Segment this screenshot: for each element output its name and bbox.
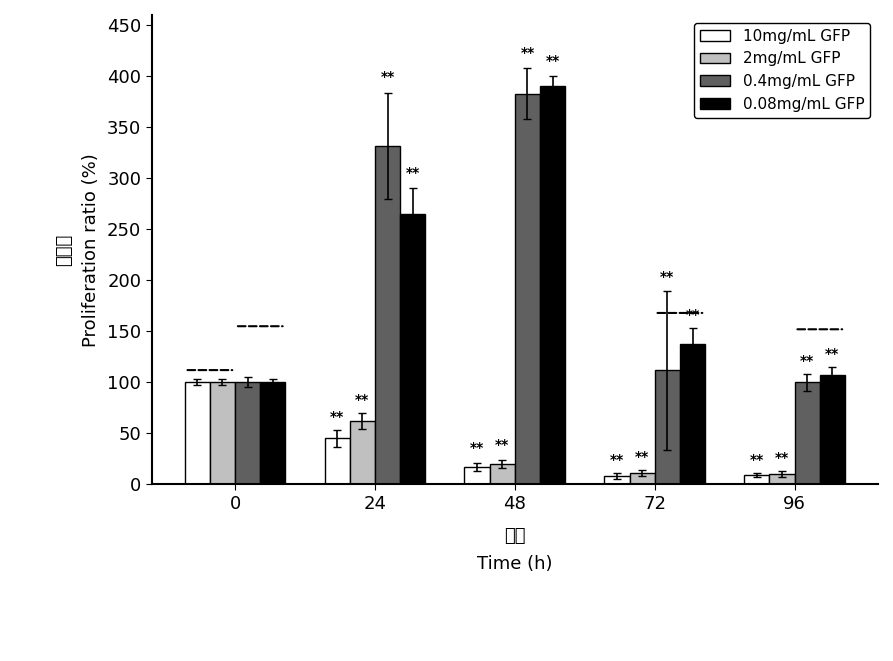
Bar xyxy=(489,464,515,485)
Text: **: ** xyxy=(686,308,699,322)
Bar xyxy=(350,421,375,485)
Bar xyxy=(605,476,630,485)
Text: **: ** xyxy=(330,410,345,424)
Bar xyxy=(260,382,286,485)
Text: 时间: 时间 xyxy=(505,527,526,545)
Bar xyxy=(185,382,210,485)
Text: **: ** xyxy=(800,354,814,368)
Bar xyxy=(630,473,655,485)
Bar xyxy=(680,344,705,485)
Text: **: ** xyxy=(521,46,535,60)
Bar xyxy=(770,474,795,485)
Legend: 10mg/mL GFP, 2mg/mL GFP, 0.4mg/mL GFP, 0.08mg/mL GFP: 10mg/mL GFP, 2mg/mL GFP, 0.4mg/mL GFP, 0… xyxy=(694,22,871,118)
Bar xyxy=(324,438,350,485)
Bar xyxy=(375,145,400,485)
Bar xyxy=(744,475,770,485)
Text: **: ** xyxy=(546,54,560,68)
Text: **: ** xyxy=(610,453,624,467)
Bar xyxy=(515,94,540,485)
Bar xyxy=(464,467,489,485)
Text: **: ** xyxy=(355,393,370,407)
Bar xyxy=(235,382,260,485)
Bar xyxy=(820,375,845,485)
Text: 增殖率: 增殖率 xyxy=(55,233,73,266)
Text: **: ** xyxy=(775,451,789,465)
Text: Time (h): Time (h) xyxy=(477,555,553,573)
Text: **: ** xyxy=(380,70,395,85)
Text: **: ** xyxy=(750,453,764,467)
Bar xyxy=(210,382,235,485)
Bar xyxy=(540,87,565,485)
Text: **: ** xyxy=(635,450,649,464)
Bar xyxy=(655,370,680,485)
Text: **: ** xyxy=(405,167,420,180)
Text: **: ** xyxy=(825,347,839,361)
Text: **: ** xyxy=(660,270,674,284)
Bar xyxy=(400,214,425,485)
Text: **: ** xyxy=(495,438,509,451)
Text: **: ** xyxy=(470,441,484,455)
Y-axis label: Proliferation ratio (%): Proliferation ratio (%) xyxy=(82,153,100,346)
Bar xyxy=(795,382,820,485)
